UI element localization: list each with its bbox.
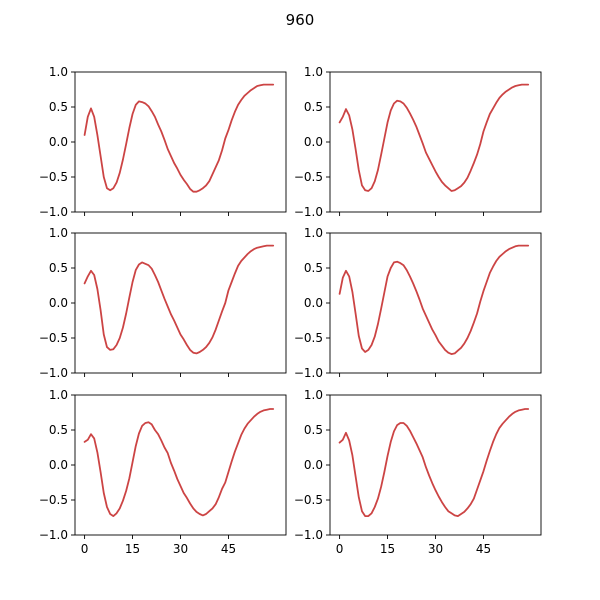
subplot-4: 1.0 0.5 0.0 −0.5 −1.0 [294,226,542,380]
x-tick-label: 15 [380,542,395,556]
y-tick-label: 0.5 [49,100,68,114]
x-tick-label: 15 [125,542,140,556]
y-tick-label: 0.5 [49,261,68,275]
x-tick-label: 0 [336,542,344,556]
y-tick-label: 0.0 [304,458,323,472]
series-line [83,83,275,193]
y-tick-label: 0.5 [304,261,323,275]
y-tick-label: −1.0 [39,528,68,542]
y-tick-label: −1.0 [294,528,323,542]
subplot-3: 1.0 0.5 0.0 −0.5 −1.0 [39,226,287,380]
y-tick-label: −1.0 [39,366,68,380]
series-line [338,244,530,356]
axes-frame [74,394,287,536]
y-tick-label: 1.0 [304,226,323,240]
subplot-6: 1.0 0.5 0.0 −0.5 −1.0 0 15 30 45 [294,388,542,556]
axes-frame [329,71,542,213]
y-tick-label: −0.5 [294,493,323,507]
y-tick-label: 0.5 [304,423,323,437]
y-tick-label: 1.0 [304,388,323,402]
axes-frame [329,232,542,374]
x-tick-label: 30 [173,542,188,556]
series-line [338,408,530,517]
subplot-1: 1.0 0.5 0.0 −0.5 −1.0 [39,65,287,219]
y-tick-label: 0.5 [49,423,68,437]
series-line [338,83,530,192]
x-tick-label: 45 [221,542,236,556]
subplot-grid: 1.0 0.5 0.0 −0.5 −1.0 1.0 0.5 0.0 −0.5 −1.0 1.0 0.5… [39,65,542,556]
y-tick-label: −0.5 [39,493,68,507]
figure-title: 960 [286,11,315,29]
y-tick-label: 0.0 [304,135,323,149]
subplot-2: 1.0 0.5 0.0 −0.5 −1.0 [294,65,542,219]
y-tick-label: 1.0 [304,65,323,79]
y-tick-label: 0.0 [304,296,323,310]
series-line [83,408,275,517]
axes-frame [74,232,287,374]
y-tick-label: −0.5 [294,331,323,345]
y-tick-label: 0.0 [49,296,68,310]
y-tick-label: 0.0 [49,135,68,149]
axes-frame [74,71,287,213]
axes-frame [329,394,542,536]
series-line [83,244,275,355]
y-tick-label: −0.5 [294,170,323,184]
x-tick-label: 45 [476,542,491,556]
y-tick-label: −1.0 [294,366,323,380]
y-tick-label: 0.0 [49,458,68,472]
y-tick-label: −1.0 [39,205,68,219]
x-tick-label: 0 [81,542,89,556]
y-tick-label: 1.0 [49,65,68,79]
y-tick-label: −0.5 [39,170,68,184]
subplot-5: 1.0 0.5 0.0 −0.5 −1.0 0 15 30 45 [39,388,287,556]
y-tick-label: 1.0 [49,388,68,402]
y-tick-label: −1.0 [294,205,323,219]
y-tick-label: 1.0 [49,226,68,240]
y-tick-label: 0.5 [304,100,323,114]
x-tick-label: 30 [428,542,443,556]
y-tick-label: −0.5 [39,331,68,345]
